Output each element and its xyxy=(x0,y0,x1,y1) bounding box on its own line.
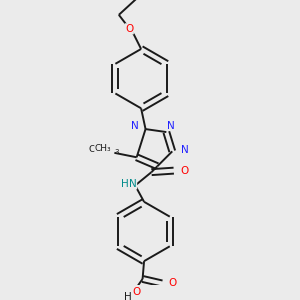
Text: N: N xyxy=(181,145,189,155)
Text: CH₃: CH₃ xyxy=(95,144,111,153)
Text: N: N xyxy=(129,179,137,189)
Text: O: O xyxy=(180,166,188,176)
Text: N: N xyxy=(167,121,175,130)
Text: O: O xyxy=(125,24,134,34)
Text: H: H xyxy=(124,292,132,300)
Text: CH: CH xyxy=(88,145,102,154)
Text: H: H xyxy=(121,179,129,189)
Text: O: O xyxy=(133,287,141,297)
Text: 3: 3 xyxy=(114,149,118,155)
Text: O: O xyxy=(168,278,176,288)
Text: N: N xyxy=(131,121,139,131)
